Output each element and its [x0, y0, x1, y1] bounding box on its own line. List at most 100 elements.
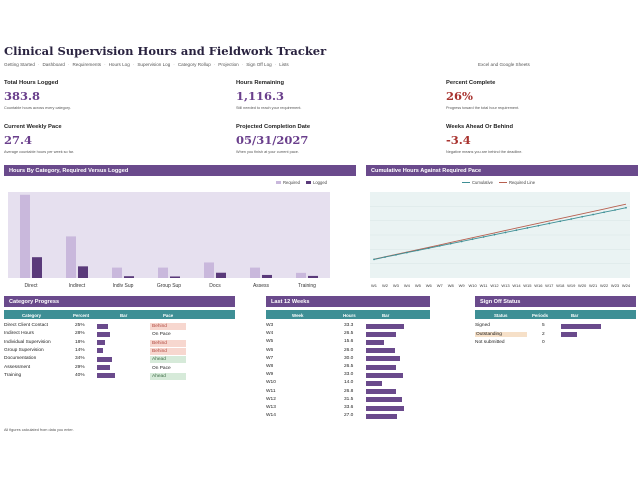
data-point	[559, 220, 562, 223]
nav-link-category-rollup[interactable]: Category Rollup	[177, 62, 211, 67]
data-point	[427, 247, 430, 250]
table-row: W7 30.0	[266, 356, 430, 364]
week-label: W8	[266, 364, 274, 369]
week-label: W6	[266, 347, 274, 353]
table-row: Assessment 29% On Pace	[4, 365, 235, 373]
x-tick-label: W10	[468, 283, 477, 288]
category-name: Direct Client Contact	[4, 323, 48, 328]
x-tick-label: W14	[512, 283, 521, 288]
hours-bar	[366, 389, 397, 395]
hours-bar	[366, 413, 397, 419]
nav-link-lists[interactable]: Lists	[279, 62, 289, 67]
category-name: Indirect Hours	[4, 331, 34, 337]
table-row: W6 26.0	[266, 348, 430, 356]
kpi-hours-remaining: Hours Remaining 1,116.3 Still needed to …	[236, 80, 301, 110]
data-point	[515, 229, 518, 232]
signoff-bar	[561, 332, 577, 338]
bar-required-group-sup	[158, 267, 168, 278]
col-periods: Periods	[532, 312, 549, 318]
week-label: W14	[266, 413, 276, 419]
pace-badge: Behind	[150, 347, 186, 355]
nav-link-requirements[interactable]: Requirements	[72, 62, 102, 67]
bar-logged-direct	[32, 257, 42, 278]
week-label: W5	[266, 339, 274, 345]
hours-bar	[366, 364, 396, 370]
data-point	[548, 222, 551, 225]
week-hours: 26.0	[344, 347, 354, 353]
x-tick-label: Indiv Sup	[113, 283, 134, 289]
nav-separator: ·	[132, 62, 135, 67]
data-point	[493, 233, 496, 236]
week-label: W4	[266, 331, 274, 337]
bar-logged-docs	[216, 272, 226, 278]
nav-link-sign-off-log[interactable]: Sign Off Log	[246, 62, 272, 67]
col-category: Category	[22, 312, 42, 318]
x-tick-label: W11	[480, 283, 489, 288]
legend-cumulative: Cumulative	[462, 180, 493, 185]
category-progress-header: Category Percent Bar Pace	[4, 310, 235, 319]
x-tick-label: W1	[371, 283, 378, 288]
x-tick-label: W2	[382, 283, 389, 288]
col-bar: Bar	[571, 312, 579, 318]
bar-required-indirect	[66, 236, 76, 278]
x-tick-label: W17	[545, 283, 554, 288]
col-bar: Bar	[120, 312, 128, 318]
hours-bar	[366, 331, 396, 337]
week-hours: 14.0	[344, 380, 354, 386]
x-tick-label: W16	[534, 283, 543, 288]
table-row: Not submitted 0	[475, 340, 636, 348]
plot-area	[8, 192, 330, 278]
legend-required: Required	[276, 180, 300, 185]
kpi-label: Weeks Ahead Or Behind	[446, 124, 514, 130]
nav-separator: ·	[173, 62, 175, 67]
signoff-periods: 2	[542, 331, 545, 337]
signoff-status: Not submitted	[475, 340, 505, 346]
hours-bar	[366, 397, 402, 403]
table-row: W11 26.8	[266, 389, 430, 397]
bar-required-training	[296, 272, 306, 278]
x-tick-label: W19	[567, 283, 576, 288]
table-row: Documentation 34% Ahead	[4, 356, 235, 364]
week-hours: 26.5	[344, 364, 354, 369]
x-tick-label: Assess	[253, 283, 270, 289]
bar-required-docs	[204, 262, 214, 278]
nav-link-hours-log[interactable]: Hours Log	[108, 62, 130, 67]
x-tick-label: Group Sup	[157, 283, 181, 289]
week-hours: 31.5	[344, 396, 354, 402]
signoff-bar	[561, 323, 601, 329]
bar-logged-assess	[262, 274, 272, 278]
nav-link-supervision-log[interactable]: Supervision Log	[137, 62, 171, 67]
line-chart-title: Cumulative Hours Against Required Pace	[366, 165, 638, 176]
hours-bar	[366, 348, 396, 354]
nav-link-projection[interactable]: Projection	[218, 62, 239, 67]
legend-required-line: Required Line	[498, 180, 535, 185]
table-row: W10 14.0	[266, 380, 430, 388]
nav-link-getting-started[interactable]: Getting Started	[4, 62, 35, 67]
kpi-sub: Still needed to reach your requirement.	[236, 106, 302, 110]
x-tick-label: W4	[404, 283, 411, 288]
data-point	[405, 251, 408, 254]
week-label: W12	[266, 396, 276, 402]
nav-separator: ·	[274, 62, 277, 67]
progress-bar	[97, 356, 113, 362]
kpi-total-hours: Total Hours Logged 383.8 Countable hours…	[4, 80, 71, 110]
table-row: W14 27.0	[266, 413, 430, 421]
data-point	[625, 206, 627, 209]
kpi-label: Percent Complete	[446, 80, 496, 86]
progress-bar	[97, 348, 104, 354]
data-point	[416, 249, 419, 252]
x-tick-label: W12	[490, 283, 499, 288]
signoff-title: Sign Off Status	[475, 296, 636, 307]
category-percent: 34%	[75, 356, 85, 362]
kpi-completion-date: Projected Completion Date 05/31/2027 Whe…	[236, 124, 310, 154]
x-tick-label: W7	[437, 283, 444, 288]
col-week: Week	[292, 312, 304, 318]
table-row: Indirect Hours 28% On Pace	[4, 331, 235, 339]
x-tick-label: W20	[578, 283, 587, 288]
nav-link-dashboard[interactable]: Dashboard	[42, 62, 65, 67]
kpi-sub: Negative means you are behind the deadli…	[446, 150, 523, 154]
kpi-label: Total Hours Logged	[4, 80, 59, 86]
bar-required-assess	[250, 267, 260, 278]
table-row: Individual Supervision 18% Behind	[4, 339, 235, 348]
signoff-status: Outstanding	[475, 331, 527, 337]
